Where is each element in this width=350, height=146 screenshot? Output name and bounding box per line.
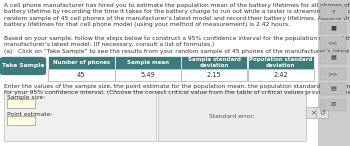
FancyBboxPatch shape — [247, 56, 314, 69]
Text: A cell phone manufacturer has hired you to estimate the population mean of the b: A cell phone manufacturer has hired you … — [4, 3, 350, 27]
Text: Population standard
deviation: Population standard deviation — [249, 57, 313, 68]
Text: Point estimate:: Point estimate: — [7, 112, 52, 117]
FancyBboxPatch shape — [0, 58, 46, 74]
Text: Based on your sample, follow the steps below to construct a 95% confidence inter: Based on your sample, follow the steps b… — [4, 36, 350, 47]
Text: ▦: ▦ — [330, 55, 336, 60]
FancyBboxPatch shape — [306, 107, 319, 119]
FancyBboxPatch shape — [316, 107, 329, 119]
Text: Sample size:: Sample size: — [7, 95, 45, 100]
FancyBboxPatch shape — [320, 22, 346, 34]
Text: ▤: ▤ — [330, 86, 336, 92]
Text: 45: 45 — [77, 72, 85, 78]
Text: Take Sample: Take Sample — [2, 64, 44, 68]
Text: 2.15: 2.15 — [207, 72, 222, 78]
FancyBboxPatch shape — [114, 56, 181, 69]
Text: Enter the values of the sample size, the point estimate for the population mean,: Enter the values of the sample size, the… — [4, 84, 350, 95]
FancyBboxPatch shape — [320, 6, 346, 18]
FancyBboxPatch shape — [0, 0, 318, 146]
FancyBboxPatch shape — [318, 0, 350, 146]
Text: >>: >> — [328, 72, 338, 77]
FancyBboxPatch shape — [320, 68, 346, 80]
FancyBboxPatch shape — [181, 56, 247, 69]
Text: ↺: ↺ — [320, 110, 326, 116]
FancyBboxPatch shape — [48, 69, 114, 81]
Text: Sample mean: Sample mean — [127, 60, 169, 65]
Text: Standard error:: Standard error: — [209, 113, 255, 119]
FancyBboxPatch shape — [7, 99, 35, 108]
FancyBboxPatch shape — [320, 99, 346, 111]
Text: (a)   Click on “Take Sample” to see the results from your random sample of 45 ph: (a) Click on “Take Sample” to see the re… — [4, 49, 350, 54]
FancyBboxPatch shape — [320, 83, 346, 95]
FancyBboxPatch shape — [181, 69, 247, 81]
FancyBboxPatch shape — [320, 37, 346, 49]
FancyBboxPatch shape — [4, 91, 156, 141]
FancyBboxPatch shape — [247, 69, 314, 81]
FancyBboxPatch shape — [158, 91, 306, 141]
Text: ■: ■ — [330, 26, 336, 31]
FancyBboxPatch shape — [48, 56, 114, 69]
Text: <<: << — [328, 40, 338, 46]
Text: Sample standard
deviation: Sample standard deviation — [188, 57, 241, 68]
FancyBboxPatch shape — [7, 116, 35, 125]
Text: ✉: ✉ — [330, 102, 336, 107]
Text: ?: ? — [331, 9, 335, 14]
Text: ×: × — [309, 110, 315, 116]
Text: 5.49: 5.49 — [140, 72, 155, 78]
FancyBboxPatch shape — [114, 69, 181, 81]
Text: 2.42: 2.42 — [273, 72, 288, 78]
FancyBboxPatch shape — [320, 52, 346, 64]
Text: Number of phones: Number of phones — [53, 60, 110, 65]
